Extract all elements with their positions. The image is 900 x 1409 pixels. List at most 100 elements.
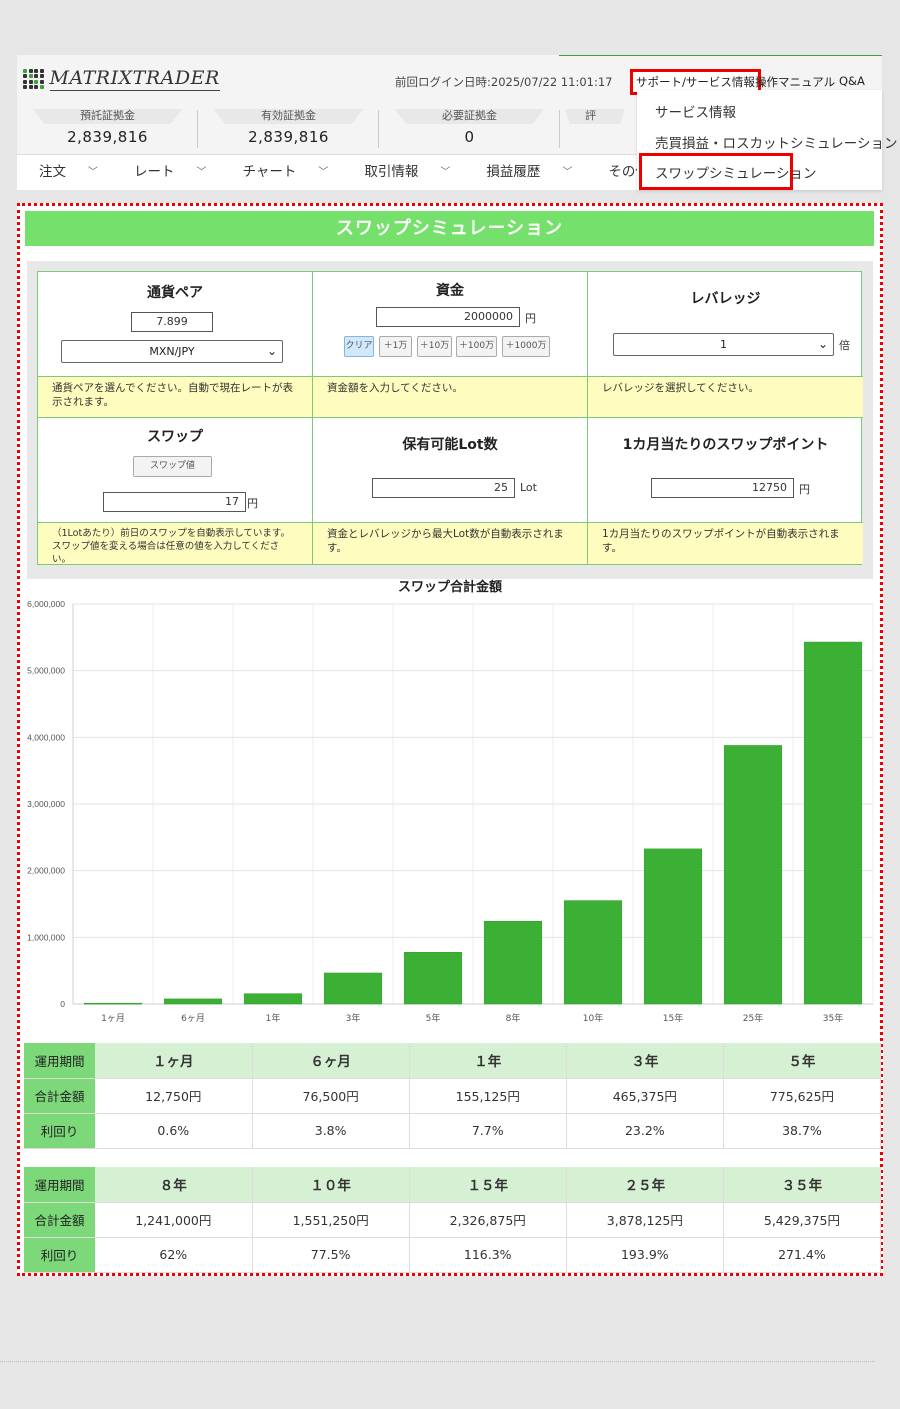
- dropdown-item-swap-simulation[interactable]: スワップシミュレーション: [655, 166, 817, 182]
- period-cell: １５年: [409, 1167, 567, 1203]
- period-cell: ８年: [95, 1167, 253, 1203]
- add-1m-button[interactable]: ＋100万: [456, 336, 497, 357]
- table-row: 利回り 0.6% 3.8% 7.7% 23.2% 38.7%: [24, 1113, 882, 1149]
- period-cell: １年: [409, 1043, 567, 1079]
- logo[interactable]: MATRIXTRADER: [23, 67, 220, 91]
- lot-cell: 保有可能Lot数 25 Lot: [313, 418, 588, 523]
- dropdown-item-pl-simulation[interactable]: 売買損益・ロスカットシミュレーション: [655, 136, 898, 152]
- leverage-note: レバレッジを選択してください。: [588, 377, 863, 418]
- nav-trade-info[interactable]: 取引情報 ﹀: [342, 155, 464, 190]
- yield-cell: 23.2%: [566, 1113, 724, 1149]
- metric-valuation: 評: [560, 104, 630, 152]
- lot-unit: Lot: [520, 481, 537, 494]
- menu-manual[interactable]: 操作マニュアル: [755, 75, 836, 89]
- x-tick-label: 3年: [346, 1012, 361, 1024]
- row-label-total: 合計金額: [24, 1078, 95, 1114]
- y-tick-label: 4,000,000: [27, 732, 65, 742]
- period-cell: ３年: [566, 1043, 724, 1079]
- bar: [403, 952, 463, 1005]
- period-cell: ２５年: [566, 1167, 724, 1203]
- bar: [83, 1002, 143, 1005]
- funds-input[interactable]: 2000000: [376, 307, 520, 327]
- funds-unit: 円: [525, 312, 536, 325]
- y-tick-label: 0: [60, 999, 65, 1009]
- total-cell: 12,750円: [95, 1078, 253, 1114]
- row-label-period: 運用期間: [24, 1167, 95, 1203]
- yield-cell: 116.3%: [409, 1237, 567, 1273]
- chevron-down-icon: ⌄: [266, 344, 277, 358]
- row-label-period: 運用期間: [24, 1043, 95, 1079]
- period-cell: ５年: [723, 1043, 882, 1079]
- chevron-down-icon: ﹀: [318, 167, 329, 178]
- nav-label: 注文: [39, 164, 66, 180]
- bar: [323, 972, 383, 1005]
- x-tick-label: 1年: [266, 1012, 281, 1024]
- nav-pl-history[interactable]: 損益履歴 ﹀: [464, 155, 586, 190]
- add-10k-button[interactable]: ＋1万: [379, 336, 412, 357]
- dropdown-item-service-info[interactable]: サービス情報: [655, 105, 736, 121]
- rate-field[interactable]: 7.899: [131, 312, 213, 332]
- monthly-note: 1カ月当たりのスワップポイントが自動表示されます。: [588, 523, 863, 564]
- row-label-total: 合計金額: [24, 1202, 95, 1238]
- yield-cell: 271.4%: [723, 1237, 882, 1273]
- swap-value-button[interactable]: スワップ値: [133, 456, 212, 477]
- metric-label: 有効証拠金: [213, 109, 364, 124]
- yield-cell: 62%: [95, 1237, 253, 1273]
- nav-order[interactable]: 注文 ﹀: [17, 155, 112, 190]
- results-table-2: 運用期間 ８年 １０年 １５年 ２５年 ３５年 合計金額 1,241,000円 …: [24, 1167, 882, 1273]
- leverage-unit: 倍: [839, 339, 850, 352]
- clear-button[interactable]: クリア: [344, 336, 374, 357]
- metric-value: 2,839,816: [67, 128, 148, 146]
- swap-simulation-panel: スワップシミュレーション 通貨ペア 7.899 MXN/JPY ⌄ 資金 200…: [17, 203, 883, 1276]
- swap-cell: スワップ スワップ値 17 円: [38, 418, 313, 523]
- metric-required: 必要証拠金 0: [379, 104, 560, 152]
- add-100k-button[interactable]: ＋10万: [417, 336, 452, 357]
- leverage-select[interactable]: 1 ⌄: [613, 333, 834, 356]
- lot-field[interactable]: 25: [372, 478, 515, 498]
- x-tick-label: 15年: [663, 1012, 683, 1024]
- total-cell: 2,326,875円: [409, 1202, 567, 1238]
- pair-note: 通貨ペアを選んでください。自動で現在レートが表示されます。: [38, 377, 313, 418]
- pair-title: 通貨ペア: [147, 285, 203, 301]
- total-cell: 1,241,000円: [95, 1202, 253, 1238]
- swap-unit: 円: [247, 497, 258, 510]
- page-title: スワップシミュレーション: [25, 211, 874, 246]
- lot-title: 保有可能Lot数: [402, 437, 498, 453]
- add-10m-button[interactable]: ＋1000万: [502, 336, 550, 357]
- swap-total-chart: 0 1,000,000 2,000,000 3,000,000 4,000,000 5,0…: [27, 599, 874, 1024]
- nav-chart[interactable]: チャート ﹀: [221, 155, 343, 190]
- nav-label: チャート: [242, 164, 297, 180]
- total-cell: 1,551,250円: [252, 1202, 410, 1238]
- pair-select[interactable]: MXN/JPY ⌄: [61, 340, 283, 363]
- metric-label: 評: [565, 109, 625, 124]
- x-tick-label: 10年: [583, 1012, 603, 1024]
- bar: [643, 848, 703, 1005]
- period-cell: ６ヶ月: [252, 1043, 410, 1079]
- logo-dots-icon: [23, 68, 44, 90]
- funds-title: 資金: [436, 283, 464, 299]
- x-tick-label: 6ヶ月: [181, 1013, 205, 1024]
- menu-qa[interactable]: Q&A: [839, 74, 865, 88]
- pair-select-value: MXN/JPY: [149, 345, 195, 358]
- header-accent-line: [559, 55, 882, 56]
- total-cell: 3,878,125円: [566, 1202, 724, 1238]
- simulation-form: 通貨ペア 7.899 MXN/JPY ⌄ 資金 2000000 円 クリア ＋1…: [27, 261, 873, 579]
- results-table-1: 運用期間 １ヶ月 ６ヶ月 １年 ３年 ５年 合計金額 12,750円 76,50…: [24, 1043, 882, 1149]
- x-tick-label: 5年: [426, 1012, 441, 1024]
- funds-note: 資金額を入力してください。: [313, 377, 588, 418]
- swap-input[interactable]: 17: [103, 492, 246, 512]
- period-cell: １ヶ月: [95, 1043, 253, 1079]
- monthly-title: 1カ月当たりのスワップポイント: [622, 437, 829, 453]
- nav-rate[interactable]: レート ﹀: [112, 155, 221, 190]
- nav-label: 取引情報: [364, 164, 419, 180]
- monthly-unit: 円: [799, 483, 810, 496]
- table-row: 合計金額 1,241,000円 1,551,250円 2,326,875円 3,…: [24, 1202, 882, 1238]
- swap-note: （1Lotあたり）前日のスワップを自動表示しています。 スワップ値を変える場合は…: [38, 523, 313, 565]
- metric-value: 0: [464, 128, 475, 146]
- yield-cell: 7.7%: [409, 1113, 567, 1149]
- last-login-info: 前回ログイン日時:2025/07/22 11:01:17: [395, 75, 613, 89]
- yield-cell: 77.5%: [252, 1237, 410, 1273]
- metric-value: 2,839,816: [248, 128, 329, 146]
- bar: [803, 641, 863, 1005]
- monthly-field[interactable]: 12750: [651, 478, 794, 498]
